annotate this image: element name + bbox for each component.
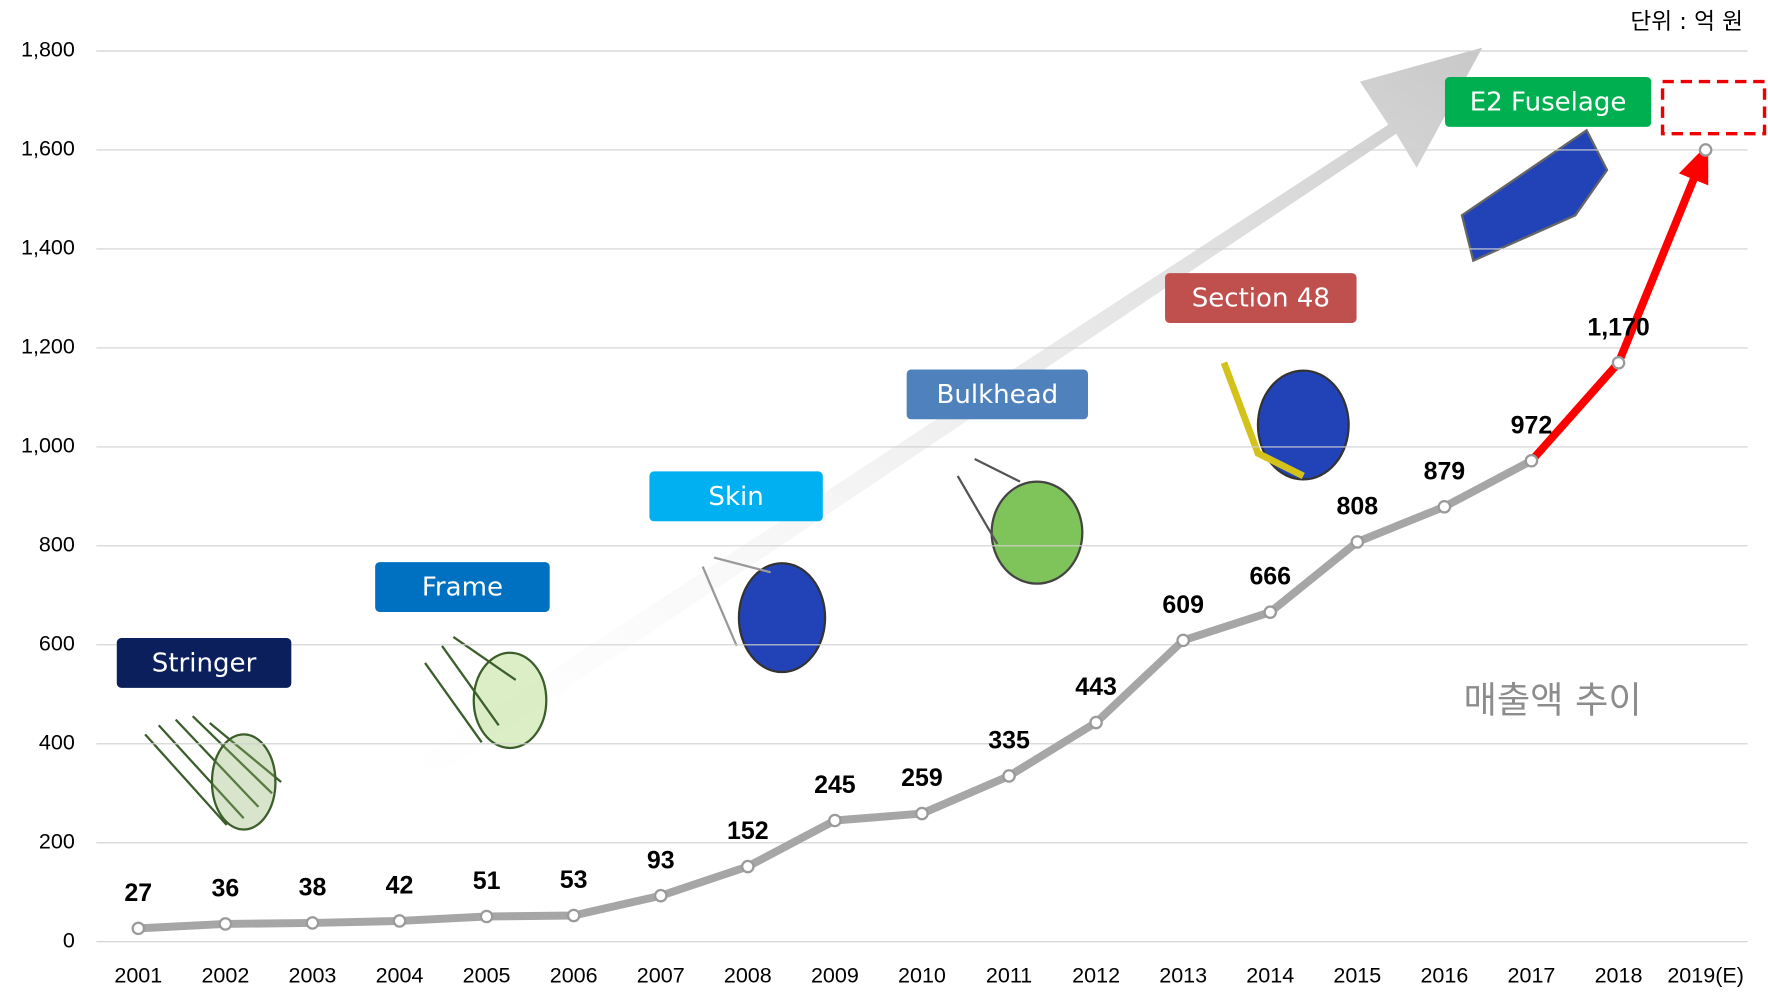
value-label: 36: [212, 875, 240, 903]
y-tick-label: 1,800: [21, 38, 75, 62]
x-tick-label: 2007: [637, 964, 685, 988]
x-tick-label: 2014: [1246, 964, 1294, 988]
series-line: [138, 457, 1534, 933]
stage-label: Section 48: [1192, 284, 1330, 314]
x-tick-label: 2010: [898, 964, 946, 988]
x-tick-label: 2006: [550, 964, 598, 988]
point: [479, 909, 494, 924]
point: [1350, 535, 1365, 549]
x-tick-label: 2016: [1420, 964, 1468, 988]
value-label: 152: [727, 817, 769, 845]
point: [1176, 633, 1190, 648]
x-tick-label: 2002: [201, 964, 249, 988]
stage-label: Frame: [422, 573, 503, 603]
x-tick-label: 2018: [1595, 964, 1643, 988]
stage-box: [375, 562, 550, 612]
stage-box: [1444, 77, 1652, 127]
skin-part: [701, 556, 771, 647]
highlight-box: [1660, 79, 1767, 136]
point: [741, 859, 755, 874]
point: [1698, 143, 1713, 157]
stage-box: [116, 638, 292, 688]
value-label: 51: [473, 867, 501, 895]
x-tick-label: 2013: [1159, 964, 1207, 988]
point: [915, 806, 929, 821]
point: [828, 813, 842, 828]
value-label: 972: [1511, 411, 1553, 439]
unit-note: 단위 : 억 원: [1630, 9, 1743, 35]
point: [218, 917, 233, 931]
stage-label: Skin: [708, 482, 763, 512]
point: [1263, 605, 1278, 619]
stringer-part: [144, 715, 282, 826]
y-tick-label: 1,600: [21, 137, 75, 161]
x-tick-label: 2017: [1508, 964, 1556, 988]
value-label: 245: [814, 771, 856, 799]
bulkhead-part: [990, 480, 1084, 585]
stage-label: Stringer: [152, 649, 257, 679]
x-tick-label: 2011: [986, 964, 1032, 988]
stringer-part: [210, 733, 277, 831]
point: [653, 888, 668, 903]
y-tick-label: 1,400: [21, 236, 75, 260]
trend-arrow: [328, 47, 1483, 833]
point: [305, 916, 320, 930]
x-tick-label: 2019(E): [1667, 964, 1744, 988]
x-tick-label: 2004: [376, 964, 424, 988]
y-tick-label: 600: [39, 632, 75, 656]
y-tick-label: 800: [39, 533, 75, 557]
x-tick-label: 2012: [1072, 964, 1120, 988]
stage-label: Bulkhead: [936, 380, 1058, 410]
point: [566, 908, 581, 923]
x-tick-label: 2001: [114, 964, 162, 988]
x-tick-label: 2008: [724, 964, 772, 988]
skin-part: [737, 562, 827, 674]
value-label: 1,170: [1587, 313, 1649, 341]
x-tick-label: 2015: [1333, 964, 1381, 988]
value-label: 879: [1424, 457, 1466, 485]
stage-box: [1165, 273, 1357, 323]
point: [1611, 355, 1626, 370]
point: [1002, 769, 1016, 783]
bulkhead-part: [956, 457, 1021, 545]
value-label: 38: [299, 874, 327, 902]
value-label: 93: [647, 846, 675, 874]
y-tick-label: 0: [63, 928, 75, 952]
value-label: 42: [386, 872, 414, 900]
value-label: 53: [560, 866, 588, 894]
section48-part: [1256, 369, 1350, 481]
stage-label: E2 Fuselage: [1470, 88, 1627, 118]
value-label: 335: [988, 727, 1030, 755]
y-tick-label: 1,000: [21, 434, 75, 458]
frame-part: [472, 651, 548, 750]
annotation: 매출액 추이: [1463, 679, 1641, 722]
y-tick-label: 200: [39, 829, 75, 853]
value-label: 259: [901, 764, 943, 792]
value-label: 443: [1075, 673, 1117, 701]
stage-box: [649, 471, 823, 522]
section48-part: [1220, 361, 1305, 480]
point: [131, 921, 146, 936]
value-label: 27: [124, 879, 152, 907]
value-label: 808: [1337, 492, 1379, 520]
y-tick-label: 400: [39, 730, 75, 754]
value-label: 666: [1249, 563, 1291, 591]
y-tick-label: 1,200: [21, 335, 75, 359]
point: [1089, 715, 1103, 730]
x-tick-label: 2009: [811, 964, 859, 988]
x-tick-label: 2005: [463, 964, 511, 988]
frame-part: [424, 635, 517, 743]
e2-part: [1460, 128, 1609, 263]
x-tick-label: 2003: [289, 964, 337, 988]
value-label: 609: [1162, 591, 1204, 619]
point: [392, 914, 407, 928]
point: [1437, 499, 1452, 514]
stage-box: [906, 369, 1088, 420]
point: [1524, 453, 1539, 468]
